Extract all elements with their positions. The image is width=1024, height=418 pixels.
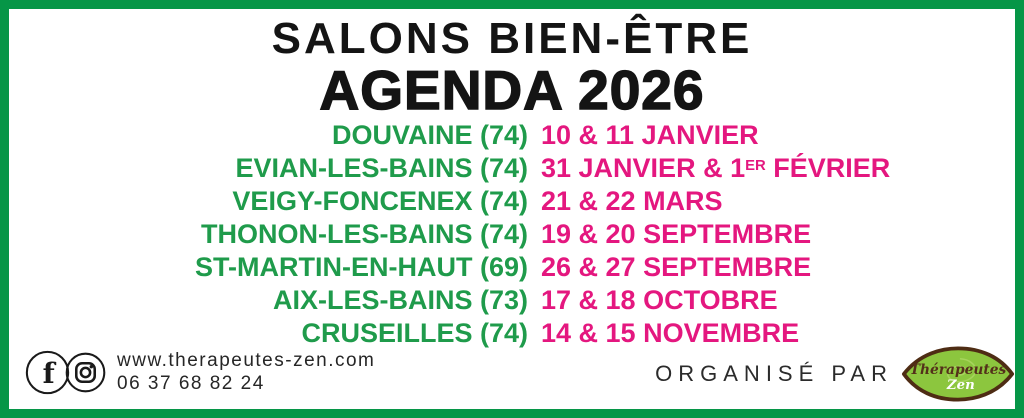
facebook-icon[interactable]: f (25, 350, 70, 395)
schedule-row: VEIGY-FONCENEX (74) 21 & 22 MARS (9, 185, 1015, 218)
therapeutes-zen-logo: Thérapeutes Zen (901, 345, 1015, 403)
event-city: AIX-LES-BAINS (73) (272, 285, 528, 315)
phone-number: 06 37 68 82 24 (117, 373, 265, 394)
event-city: CRUSEILLES (74) (301, 318, 528, 348)
event-city: DOUVAINE (74) (331, 120, 528, 150)
event-dates: 31 JANVIER & 1ER FÉVRIER (541, 153, 891, 183)
logo-leaf-shape (901, 346, 1015, 402)
event-dates: 10 & 11 JANVIER (541, 120, 759, 150)
footer-contact: f www.therapeutes-zen.com 06 37 68 82 24 (25, 349, 375, 395)
event-city: VEIGY-FONCENEX (74) (232, 186, 528, 216)
footer-organiser: ORGANISÉ PAR Thérapeutes Zen (655, 345, 1015, 403)
banner-subtitle: AGENDA 2026 (319, 59, 705, 121)
schedule-list: DOUVAINE (74) 10 & 11 JANVIER EVIAN-LES-BA… (9, 119, 1015, 350)
ordinal-suffix: ER (745, 157, 766, 174)
schedule-row: ST-MARTIN-EN-HAUT (69) 26 & 27 SEPTEMBRE (9, 251, 1015, 284)
title-block: SALONS BIEN-ÊTRE AGENDA 2026 (9, 14, 1015, 121)
schedule-row: DOUVAINE (74) 10 & 11 JANVIER (9, 119, 1015, 152)
schedule-row: CRUSEILLES (74) 14 & 15 NOVEMBRE (9, 317, 1015, 350)
schedule-row: EVIAN-LES-BAINS (74) 31 JANVIER & 1ER FÉV… (9, 152, 1015, 185)
event-dates: 21 & 22 MARS (541, 186, 723, 216)
logo-text-line2: Zen (946, 378, 975, 393)
event-dates: 26 & 27 SEPTEMBRE (541, 252, 812, 282)
schedule-row: AIX-LES-BAINS (73) 17 & 18 OCTOBRE (9, 284, 1015, 317)
schedule-row: THONON-LES-BAINS (74) 19 & 20 SEPTEMBRE (9, 218, 1015, 251)
banner-title: SALONS BIEN-ÊTRE (271, 14, 753, 63)
event-dates: 17 & 18 OCTOBRE (541, 285, 778, 315)
event-city: ST-MARTIN-EN-HAUT (69) (195, 252, 528, 282)
svg-text:f: f (43, 357, 57, 390)
instagram-icon[interactable] (65, 352, 106, 393)
event-city: THONON-LES-BAINS (74) (200, 219, 528, 249)
website-link[interactable]: www.therapeutes-zen.com (117, 350, 376, 371)
organised-by-label: ORGANISÉ PAR (655, 361, 893, 386)
event-dates: 19 & 20 SEPTEMBRE (541, 219, 812, 249)
event-city: EVIAN-LES-BAINS (74) (235, 153, 528, 183)
contact-text-block: www.therapeutes-zen.com 06 37 68 82 24 (117, 349, 375, 395)
event-dates: 14 & 15 NOVEMBRE (541, 318, 800, 348)
logo-text-line1: Thérapeutes (910, 362, 1007, 378)
